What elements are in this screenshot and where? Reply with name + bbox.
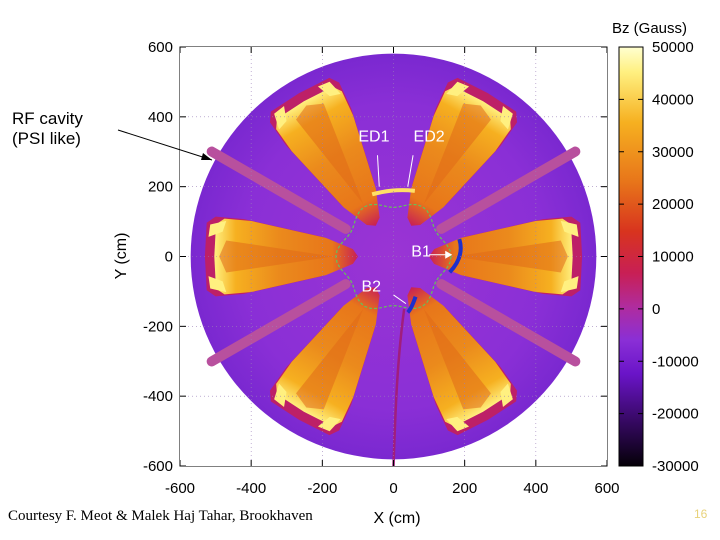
- field-map: [180, 47, 607, 466]
- credit-text: Courtesy F. Meot & Malek Haj Tahar, Broo…: [8, 508, 313, 524]
- field-sector: [269, 287, 380, 436]
- sector-peak: [208, 220, 227, 237]
- colorbar-title: Bz (Gauss): [612, 20, 687, 37]
- colorbar-tick-label: 20000: [652, 196, 694, 213]
- sector-ridge: [453, 240, 568, 273]
- sector-ridge: [423, 308, 491, 410]
- rf-cavity-bar: [436, 279, 581, 367]
- rf-cavity-bar: [206, 279, 351, 367]
- x-tick-label: 600: [594, 480, 619, 497]
- y-axis-label: Y (cm): [113, 233, 130, 280]
- sector-ridge: [296, 103, 364, 205]
- y-tick-label: 200: [148, 179, 173, 196]
- annotation-arrowhead: [201, 153, 212, 160]
- extraction-line: [392, 308, 406, 466]
- rf-cavity-bar: [206, 146, 351, 234]
- annotation-arrow: [117, 129, 213, 161]
- colorbar-tick-label: -10000: [652, 353, 699, 370]
- sector-peak: [500, 383, 513, 407]
- bump-magnet-b1: [448, 238, 463, 274]
- annotation-arrow: [407, 155, 414, 187]
- y-tick-label: 0: [165, 249, 173, 266]
- field-sector: [407, 287, 518, 436]
- beam-orbit: [335, 203, 452, 310]
- sector-peak: [274, 106, 287, 130]
- x-tick-label: 200: [452, 480, 477, 497]
- x-tick-label: -600: [165, 480, 195, 497]
- field-sector: [407, 77, 518, 226]
- sector-peak: [560, 220, 579, 237]
- sector-peak: [317, 81, 341, 97]
- x-tick-label: 0: [389, 480, 397, 497]
- annotation-arrow: [393, 294, 407, 305]
- sector-peak: [560, 276, 579, 293]
- colorbar-tick-label: -30000: [652, 458, 699, 475]
- colorbar-ticks: 50000 40000 30000 20000 10000 0 -10000 -20000 -3…: [619, 39, 699, 475]
- colorbar-tick-label: 40000: [652, 91, 694, 108]
- sector-peak: [500, 106, 513, 130]
- y-tick-label: -600: [143, 458, 173, 475]
- y-tick-label: -400: [143, 388, 173, 405]
- field-sector: [269, 77, 380, 226]
- sector-peak: [446, 416, 470, 432]
- sector-peak: [446, 81, 470, 97]
- colorbar-tick-label: 10000: [652, 249, 694, 266]
- y-tick-label: 600: [148, 39, 173, 56]
- page-number: 16: [694, 507, 708, 521]
- x-tick-label: -400: [236, 480, 266, 497]
- annotation-rf-cavity-line: (PSI like): [12, 129, 81, 148]
- y-tick-label: 400: [148, 109, 173, 126]
- annotation-ed2: ED2: [414, 128, 445, 145]
- y-tick-label: -200: [143, 318, 173, 335]
- colorbar-tick-label: 0: [652, 301, 660, 318]
- annotation-b1: B1: [411, 244, 431, 261]
- annotation-ed1: ED1: [358, 128, 389, 145]
- annotation-arrowhead: [445, 250, 453, 259]
- sector-ridge: [296, 308, 364, 410]
- electrostatic-deflector: [371, 188, 416, 197]
- bump-magnet-b2: [406, 295, 418, 314]
- annotation-rf-cavity: RF cavity (PSI like): [12, 109, 83, 148]
- annotation-arrow: [376, 155, 380, 187]
- sector-ridge: [423, 103, 491, 205]
- pole-disk: [190, 53, 597, 460]
- x-tick-label: -200: [307, 480, 337, 497]
- sector-peak: [317, 416, 341, 432]
- annotation-b2: B2: [361, 278, 381, 295]
- colorbar-tick-label: -20000: [652, 406, 699, 423]
- sector-peak: [274, 383, 287, 407]
- colorbar-tick-label: 50000: [652, 39, 694, 56]
- x-axis-label: X (cm): [373, 510, 420, 527]
- annotation-rf-cavity-line: RF cavity: [12, 109, 83, 128]
- sector-peak: [208, 276, 227, 293]
- rf-cavity-bar: [436, 146, 581, 234]
- x-tick-label: 400: [523, 480, 548, 497]
- axis-ticks: -600 -400 -200 0 200 400 600 600 400 200 0 -200 -400…: [143, 39, 620, 497]
- annotations: RF cavity (PSI like) ED1 ED2 B1 B2: [12, 109, 453, 305]
- colorbar-tick-label: 30000: [652, 144, 694, 161]
